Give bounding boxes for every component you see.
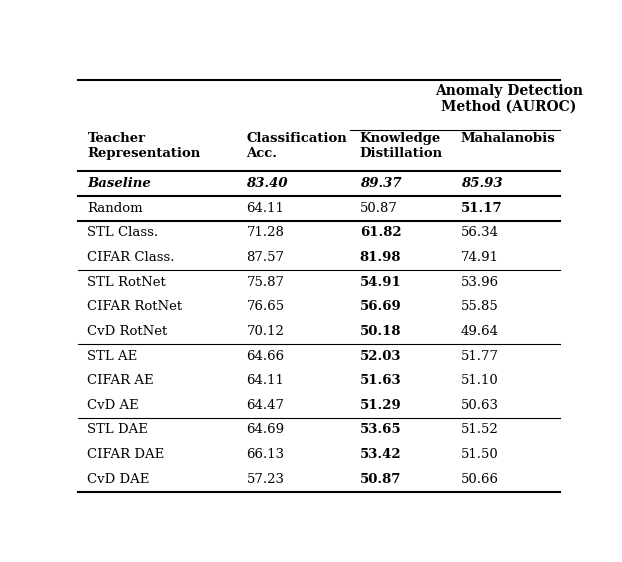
Text: CvD DAE: CvD DAE [87,473,150,486]
Text: 51.10: 51.10 [461,374,499,387]
Text: 50.66: 50.66 [461,473,499,486]
Text: 55.85: 55.85 [461,300,499,313]
Text: Mahalanobis: Mahalanobis [461,133,555,146]
Text: 64.11: 64.11 [246,374,284,387]
Text: 51.29: 51.29 [360,399,401,412]
Text: Anomaly Detection
Method (AUROC): Anomaly Detection Method (AUROC) [435,84,583,114]
Text: 51.63: 51.63 [360,374,401,387]
Text: 66.13: 66.13 [246,448,285,461]
Text: Classification
Acc.: Classification Acc. [246,133,347,160]
Text: 53.96: 53.96 [461,275,499,289]
Text: 75.87: 75.87 [246,275,284,289]
Text: 81.98: 81.98 [360,251,401,264]
Text: Random: Random [87,202,143,215]
Text: 70.12: 70.12 [246,325,284,338]
Text: 53.42: 53.42 [360,448,401,461]
Text: CvD AE: CvD AE [87,399,139,412]
Text: 50.87: 50.87 [360,202,397,215]
Text: 52.03: 52.03 [360,350,401,362]
Text: 87.57: 87.57 [246,251,284,264]
Text: 85.93: 85.93 [461,177,503,190]
Text: 64.69: 64.69 [246,423,285,437]
Text: 56.69: 56.69 [360,300,401,313]
Text: 61.82: 61.82 [360,226,401,239]
Text: 54.91: 54.91 [360,275,401,289]
Text: 64.11: 64.11 [246,202,284,215]
Text: 50.87: 50.87 [360,473,401,486]
Text: CIFAR DAE: CIFAR DAE [87,448,165,461]
Text: 51.77: 51.77 [461,350,499,362]
Text: 83.40: 83.40 [246,177,288,190]
Text: 49.64: 49.64 [461,325,499,338]
Text: 51.52: 51.52 [461,423,499,437]
Text: 64.66: 64.66 [246,350,285,362]
Text: 50.18: 50.18 [360,325,401,338]
Text: 74.91: 74.91 [461,251,499,264]
Text: 53.65: 53.65 [360,423,401,437]
Text: 76.65: 76.65 [246,300,285,313]
Text: 71.28: 71.28 [246,226,284,239]
Text: CIFAR Class.: CIFAR Class. [87,251,175,264]
Text: 57.23: 57.23 [246,473,284,486]
Text: CIFAR AE: CIFAR AE [87,374,154,387]
Text: Teacher
Representation: Teacher Representation [87,133,201,160]
Text: STL Class.: STL Class. [87,226,159,239]
Text: 89.37: 89.37 [360,177,401,190]
Text: Baseline: Baseline [87,177,151,190]
Text: CIFAR RotNet: CIFAR RotNet [87,300,182,313]
Text: STL RotNet: STL RotNet [87,275,166,289]
Text: 51.50: 51.50 [461,448,499,461]
Text: 64.47: 64.47 [246,399,284,412]
Text: STL AE: STL AE [87,350,137,362]
Text: STL DAE: STL DAE [87,423,148,437]
Text: 56.34: 56.34 [461,226,499,239]
Text: CvD RotNet: CvD RotNet [87,325,168,338]
Text: 51.17: 51.17 [461,202,503,215]
Text: 50.63: 50.63 [461,399,499,412]
Text: Knowledge
Distillation: Knowledge Distillation [360,133,443,160]
